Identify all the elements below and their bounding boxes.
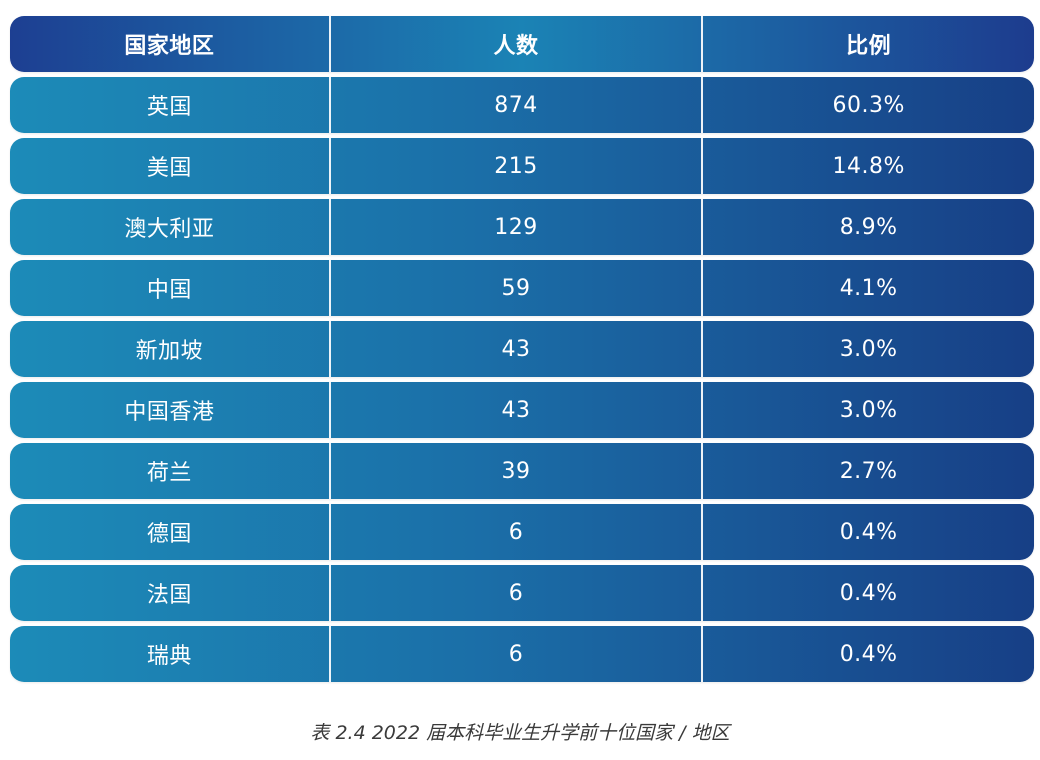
column-divider [328, 565, 331, 621]
column-divider [328, 626, 331, 682]
table-row: 新加坡 43 3.0% [10, 321, 1034, 377]
cell-region: 英国 [146, 95, 192, 120]
column-divider [701, 443, 704, 499]
cell-ratio: 3.0% [839, 397, 898, 423]
table-row: 中国 59 4.1% [10, 260, 1034, 316]
column-divider [328, 138, 331, 194]
column-divider [328, 443, 331, 499]
cell-count: 874 [494, 92, 538, 118]
column-divider [328, 16, 331, 72]
header-ratio: 比例 [846, 34, 892, 59]
cell-region: 新加坡 [135, 339, 204, 364]
cell-ratio: 60.3% [832, 92, 905, 118]
cell-region: 瑞典 [146, 644, 192, 669]
column-divider [328, 77, 331, 133]
table-row: 英国 874 60.3% [10, 77, 1034, 133]
cell-count: 43 [501, 397, 531, 423]
cell-region: 法国 [146, 583, 192, 608]
column-divider [701, 138, 704, 194]
table-row: 德国 6 0.4% [10, 504, 1034, 560]
cell-ratio: 2.7% [839, 458, 898, 484]
table-row: 荷兰 39 2.7% [10, 443, 1034, 499]
header-region: 国家地区 [124, 34, 215, 59]
column-divider [701, 77, 704, 133]
cell-region: 中国 [146, 278, 192, 303]
cell-ratio: 0.4% [839, 519, 898, 545]
table-row: 澳大利亚 129 8.9% [10, 199, 1034, 255]
cell-count: 215 [494, 153, 538, 179]
cell-region: 美国 [146, 156, 192, 181]
column-divider [701, 626, 704, 682]
column-divider [328, 260, 331, 316]
column-divider [328, 321, 331, 377]
column-divider [701, 199, 704, 255]
cell-ratio: 14.8% [832, 153, 905, 179]
table-row: 中国香港 43 3.0% [10, 382, 1034, 438]
cell-ratio: 4.1% [839, 275, 898, 301]
table-row: 瑞典 6 0.4% [10, 626, 1034, 682]
column-divider [701, 16, 704, 72]
table-body: 英国 874 60.3% 美国 215 14.8% 澳大利亚 129 8.9% 中国 59 4.1% 新… [10, 77, 1034, 682]
column-divider [701, 382, 704, 438]
column-divider [701, 260, 704, 316]
column-divider [701, 504, 704, 560]
column-divider [328, 382, 331, 438]
cell-count: 6 [508, 580, 524, 606]
column-divider [701, 565, 704, 621]
cell-count: 59 [501, 275, 531, 301]
cell-region: 荷兰 [146, 461, 192, 486]
column-divider [328, 199, 331, 255]
cell-ratio: 3.0% [839, 336, 898, 362]
header-count: 人数 [493, 34, 539, 59]
column-divider [328, 504, 331, 560]
cell-region: 德国 [146, 522, 192, 547]
cell-ratio: 0.4% [839, 641, 898, 667]
cell-count: 43 [501, 336, 531, 362]
cell-count: 129 [494, 214, 538, 240]
cell-ratio: 0.4% [839, 580, 898, 606]
cell-count: 39 [501, 458, 531, 484]
cell-region: 澳大利亚 [124, 217, 215, 242]
cell-region: 中国香港 [124, 400, 215, 425]
cell-ratio: 8.9% [839, 214, 898, 240]
column-divider [701, 321, 704, 377]
table-row: 美国 215 14.8% [10, 138, 1034, 194]
cell-count: 6 [508, 519, 524, 545]
data-table: 国家地区 人数 比例 英国 874 60.3% 美国 215 14.8% 澳大利亚 129 8.… [10, 16, 1034, 687]
table-caption: 表 2.4 2022 届本科毕业生升学前十位国家 / 地区 [310, 722, 730, 744]
table-row: 法国 6 0.4% [10, 565, 1034, 621]
cell-count: 6 [508, 641, 524, 667]
table-header-row: 国家地区 人数 比例 [10, 16, 1034, 72]
